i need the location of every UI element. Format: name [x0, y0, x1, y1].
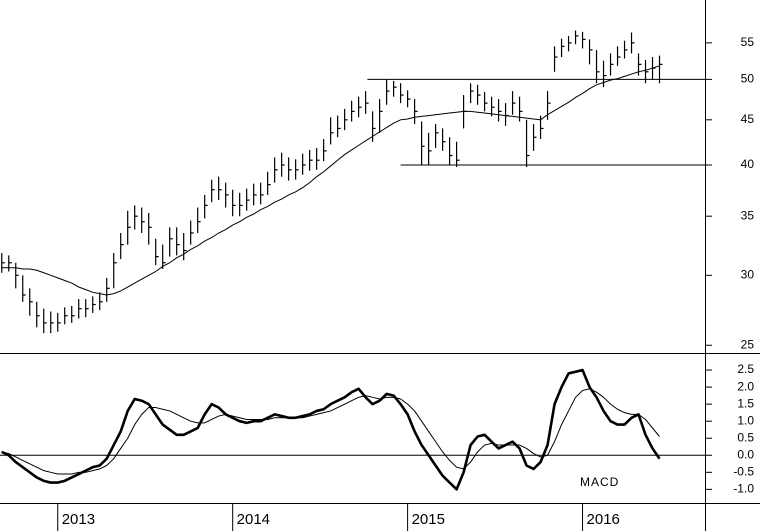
macd-line	[1, 368, 661, 491]
moving-average	[1, 65, 660, 296]
y-tick-label: -0.5	[733, 464, 754, 478]
y-tick-label: 1.5	[737, 396, 754, 410]
x-tick-label: 2015	[412, 511, 445, 528]
y-tick-label: 45	[741, 112, 755, 126]
x-tick-label: 2013	[62, 511, 95, 528]
y-tick-label: -1.0	[733, 482, 754, 496]
y-tick-label: 50	[741, 72, 755, 86]
annotation: MACD	[580, 475, 619, 489]
y-tick-label: 30	[741, 267, 755, 281]
y-tick-label: 0.5	[737, 430, 754, 444]
x-tick-label: 2016	[587, 511, 620, 528]
y-tick-label: 55	[741, 35, 755, 49]
y-tick-label: 2.0	[737, 379, 754, 393]
y-tick-label: 40	[741, 157, 755, 171]
x-tick-label: 2014	[237, 511, 270, 528]
y-tick-label: 2.5	[737, 362, 754, 376]
y-tick-label: 1.0	[737, 413, 754, 427]
y-tick-label: 0.0	[737, 447, 754, 461]
y-tick-label: 35	[741, 208, 755, 222]
macd-line	[1, 388, 660, 475]
y-tick-label: 25	[741, 337, 755, 351]
